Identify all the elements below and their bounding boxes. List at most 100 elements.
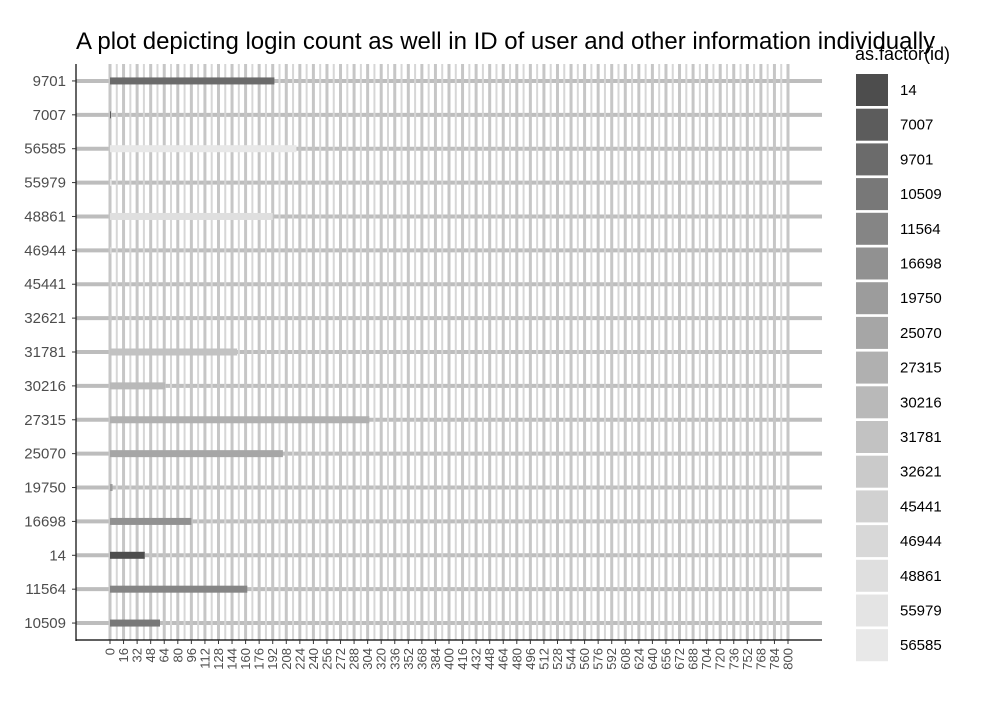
legend-label: 16698 <box>900 256 942 273</box>
y-tick-label: 45441 <box>24 276 66 293</box>
y-tick-label: 46944 <box>24 242 66 259</box>
x-tick-label: 304 <box>360 648 375 670</box>
chart-title: A plot depicting login count as well in … <box>76 28 935 55</box>
x-tick-label: 112 <box>197 648 212 669</box>
legend-key-46944 <box>856 525 888 558</box>
x-tick-label: 528 <box>550 648 565 670</box>
legend-key-7007 <box>856 108 888 141</box>
x-tick-label: 176 <box>252 648 267 670</box>
legend-key-48861 <box>856 559 888 592</box>
legend: as.factor(id) 14 7007 9701 10509 11564 16698 1… <box>855 44 950 662</box>
y-tick-label: 56585 <box>24 141 66 158</box>
legend-label: 31781 <box>900 429 942 446</box>
legend-key-32621 <box>856 455 888 488</box>
legend-label: 19750 <box>900 290 942 307</box>
bars <box>110 77 370 627</box>
x-tick-label: 288 <box>347 648 362 670</box>
x-tick-label: 80 <box>170 648 185 662</box>
legend-label: 55979 <box>900 603 942 620</box>
x-tick-label: 752 <box>740 648 755 670</box>
legend-key-19750 <box>856 282 888 315</box>
x-tick-label: 592 <box>604 648 619 670</box>
bar-32621 <box>110 314 112 322</box>
legend-key-45441 <box>856 490 888 523</box>
x-tick-label: 240 <box>306 648 321 670</box>
y-tick-label: 14 <box>49 547 66 564</box>
bar-16698 <box>110 517 192 525</box>
x-tick-label: 640 <box>645 648 660 670</box>
bar-9701 <box>110 77 275 85</box>
bar-25070 <box>110 450 283 458</box>
y-tick-label: 9701 <box>33 73 66 90</box>
legend-key-31781 <box>856 421 888 453</box>
x-tick-label: 320 <box>374 648 389 670</box>
y-tick-label: 11564 <box>25 581 66 598</box>
y-tick-label: 10509 <box>24 615 66 632</box>
legend-label: 27315 <box>900 360 942 377</box>
x-tick-label: 32 <box>130 648 145 662</box>
x-tick-label: 272 <box>333 648 348 670</box>
bar-45441 <box>110 280 112 288</box>
legend-key-9701 <box>856 143 888 176</box>
x-tick-label: 384 <box>428 648 443 670</box>
x-tick-label: 64 <box>157 648 172 662</box>
y-tick-label: 55979 <box>24 175 66 192</box>
x-tick-label: 224 <box>292 648 307 670</box>
x-tick-label: 352 <box>401 648 416 670</box>
legend-label: 56585 <box>900 637 942 654</box>
x-tick-label: 208 <box>279 648 294 670</box>
bar-11564 <box>110 585 248 593</box>
legend-label: 7007 <box>900 117 933 134</box>
legend-label: 48861 <box>900 568 942 585</box>
x-tick-label: 480 <box>509 648 524 670</box>
bar-31781 <box>110 348 238 356</box>
x-tick-label: 48 <box>143 648 158 662</box>
bar-48861 <box>110 212 273 220</box>
x-tick-label: 560 <box>577 648 592 670</box>
legend-label: 10509 <box>900 186 942 203</box>
legend-title: as.factor(id) <box>855 44 950 64</box>
y-tick-label: 16698 <box>24 513 66 530</box>
legend-label: 14 <box>900 82 917 99</box>
x-tick-label: 160 <box>238 648 253 670</box>
legend-key-25070 <box>856 316 888 349</box>
y-tick-label: 19750 <box>24 480 66 497</box>
x-tick-label: 416 <box>455 648 470 670</box>
x-tick-label: 128 <box>211 648 226 670</box>
x-tick-label: 576 <box>591 648 606 670</box>
y-tick-label: 30216 <box>24 378 66 395</box>
legend-key-14 <box>856 74 888 106</box>
x-tick-label: 720 <box>713 648 728 670</box>
y-tick-label: 7007 <box>33 107 66 124</box>
bar-27315 <box>110 416 370 424</box>
y-tick-label: 48861 <box>24 208 66 225</box>
x-tick-label: 0 <box>103 648 118 655</box>
bar-55979 <box>110 179 112 187</box>
x-tick-label: 96 <box>184 648 199 662</box>
legend-key-56585 <box>856 629 888 662</box>
bar-14 <box>110 551 145 559</box>
legend-key-55979 <box>856 594 888 627</box>
x-tick-label: 768 <box>753 648 768 670</box>
legend-label: 30216 <box>900 394 942 411</box>
x-tick-label: 784 <box>767 648 782 670</box>
bar-19750 <box>110 484 113 492</box>
x-tick-label: 464 <box>496 648 511 670</box>
x-tick-label: 688 <box>686 648 701 670</box>
x-tick-label: 736 <box>726 648 741 670</box>
x-tick-label: 256 <box>319 648 334 670</box>
legend-label: 25070 <box>900 325 942 342</box>
x-tick-label: 704 <box>699 648 714 670</box>
bar-30216 <box>110 382 166 390</box>
x-tick-label: 368 <box>414 648 429 670</box>
y-tick-label: 31781 <box>24 344 66 361</box>
x-tick-label: 192 <box>265 648 280 670</box>
legend-label: 46944 <box>900 533 942 550</box>
x-tick-label: 432 <box>469 648 484 670</box>
bar-56585 <box>110 145 297 153</box>
x-tick-label: 656 <box>658 648 673 670</box>
x-tick-label: 144 <box>225 648 240 670</box>
legend-label: 45441 <box>900 498 942 515</box>
bar-7007 <box>110 111 111 119</box>
x-tick-label: 544 <box>564 648 579 670</box>
